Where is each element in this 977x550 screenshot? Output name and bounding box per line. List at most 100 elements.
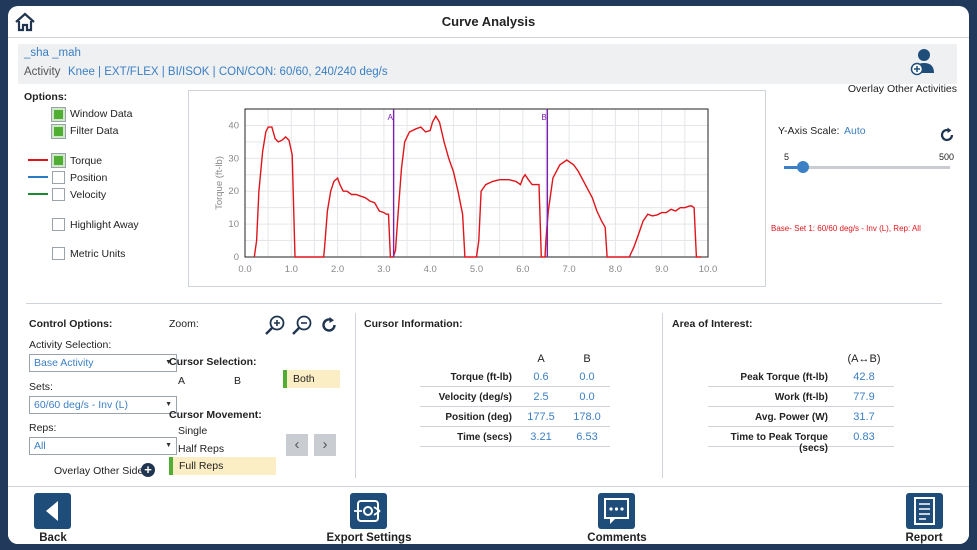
zoom-reset-button[interactable] <box>319 315 339 335</box>
y-scale-slider-fill <box>784 166 804 169</box>
chart-panel[interactable]: 0.0 1.0 2.0 3.0 4.0 5.0 6.0 7.0 8.0 9.0 10.0 0 10 20 3… <box>188 90 766 287</box>
sets-select[interactable]: 60/60 deg/s - Inv (L) <box>29 396 177 414</box>
activity-info-bar: _sha _mah Activity Knee | EXT/FLEX | BI/… <box>18 44 957 84</box>
base-note: Base- Set 1: 60/60 deg/s - Inv (L), Rep:… <box>771 224 921 233</box>
zoom-in-icon <box>265 315 285 335</box>
bottom-toolbar: Back Export Settings Comments Report <box>8 486 969 544</box>
y-scale-max: 500 <box>939 152 955 162</box>
home-button[interactable] <box>14 11 36 33</box>
window-data-label: Window Data <box>70 108 133 120</box>
cursor-value-a: 177.5 <box>518 408 564 427</box>
sets-label: Sets: <box>29 381 53 393</box>
movement-half-option[interactable]: Half Reps <box>178 443 225 455</box>
add-overlay-side-button[interactable]: + <box>141 463 155 477</box>
back-button[interactable] <box>34 493 71 529</box>
cursor-value-b: 6.53 <box>564 428 610 447</box>
control-options-title: Control Options: <box>29 318 113 330</box>
metric-units-label: Metric Units <box>70 248 126 260</box>
page-title: Curve Analysis <box>441 14 536 29</box>
y-axis-label: Torque (ft-lb) <box>214 156 225 210</box>
highlight-away-checkbox[interactable] <box>52 218 65 231</box>
cursor-row-label: Position (deg) <box>420 408 518 427</box>
app-window: Curve Analysis _sha _mah Activity Knee |… <box>8 6 969 544</box>
torque-legend-line <box>28 159 48 161</box>
report-label: Report <box>905 532 943 544</box>
cursor-selection-title: Cursor Selection: <box>169 356 257 368</box>
y-scale-slider-track[interactable] <box>784 166 950 169</box>
activity-selection-select[interactable]: Base Activity <box>29 354 177 372</box>
cursor-both-option[interactable]: Both <box>283 370 340 388</box>
y-tick-label: 20 <box>228 186 239 197</box>
aoi-value: 77.9 <box>834 388 894 407</box>
aoi-row-label: Time to Peak Torque (secs) <box>708 428 834 454</box>
x-tick-label: 2.0 <box>331 264 344 275</box>
activity-selection-label: Activity Selection: <box>29 339 112 351</box>
cursor-movement-title: Cursor Movement: <box>169 409 262 421</box>
cursor-row-label: Torque (ft-lb) <box>420 368 518 387</box>
aoi-value: 31.7 <box>834 408 894 427</box>
cursor-label-b: B <box>541 113 546 122</box>
y-tick-label: 0 <box>234 252 239 263</box>
comments-button[interactable] <box>598 493 635 529</box>
x-tick-label: 10.0 <box>699 264 718 275</box>
y-scale-min: 5 <box>784 152 790 162</box>
y-tick-label: 40 <box>228 120 239 131</box>
aoi-row-label: Avg. Power (W) <box>708 408 834 427</box>
y-tick-label: 30 <box>228 153 239 164</box>
divider <box>662 313 663 478</box>
zoom-in-button[interactable] <box>264 314 286 336</box>
aoi-title: Area of Interest: <box>672 318 753 330</box>
metric-units-checkbox[interactable] <box>52 247 65 260</box>
position-checkbox[interactable] <box>52 171 65 184</box>
aoi-value: 42.8 <box>834 368 894 387</box>
chevron-left-icon: ‹ <box>294 436 300 453</box>
y-axis-scale-label: Y-Axis Scale: <box>778 125 840 137</box>
cursor-value-b: 0.0 <box>564 368 610 387</box>
title-bar: Curve Analysis <box>8 6 969 38</box>
torque-chart[interactable]: 0.0 1.0 2.0 3.0 4.0 5.0 6.0 7.0 8.0 9.0 10.0 0 10 20 3… <box>189 91 765 286</box>
velocity-label: Velocity <box>70 189 107 201</box>
x-tick-label: 8.0 <box>609 264 622 275</box>
velocity-checkbox[interactable] <box>52 188 65 201</box>
zoom-out-icon <box>292 315 312 335</box>
window-data-checkbox[interactable] <box>51 107 66 122</box>
cursor-prev-button[interactable]: ‹ <box>286 434 308 456</box>
reps-select[interactable]: All <box>29 437 177 455</box>
aoi-value: 0.83 <box>834 428 894 447</box>
export-settings-button[interactable] <box>350 493 387 529</box>
x-tick-label: 0.0 <box>238 264 251 275</box>
cursor-value-a: 0.6 <box>518 368 564 387</box>
export-icon <box>354 500 381 522</box>
overlay-activities-button[interactable] <box>910 48 936 76</box>
zoom-label: Zoom: <box>169 318 199 330</box>
position-label: Position <box>70 172 108 184</box>
x-tick-label: 3.0 <box>377 264 390 275</box>
cursor-a-option[interactable]: A <box>178 375 186 387</box>
torque-checkbox[interactable] <box>51 153 66 168</box>
home-icon <box>15 12 35 32</box>
patient-name: _sha _mah <box>24 47 81 59</box>
refresh-icon <box>322 317 336 332</box>
filter-data-checkbox[interactable] <box>51 124 66 139</box>
report-button[interactable] <box>906 493 943 529</box>
movement-single-option[interactable]: Single <box>178 425 208 437</box>
comments-label: Comments <box>587 532 647 544</box>
x-tick-label: 6.0 <box>516 264 529 275</box>
y-axis-scale-value[interactable]: Auto <box>844 125 866 137</box>
movement-full-option[interactable]: Full Reps <box>169 457 276 475</box>
zoom-out-button[interactable] <box>291 314 313 336</box>
y-scale-slider-thumb[interactable] <box>797 161 809 173</box>
reset-scale-button[interactable] <box>938 126 956 144</box>
chevron-right-icon: › <box>322 436 328 453</box>
cursor-next-button[interactable]: › <box>314 434 336 456</box>
plus-icon: + <box>144 462 152 477</box>
cursor-b-option[interactable]: B <box>234 375 242 387</box>
x-tick-label: 7.0 <box>562 264 575 275</box>
x-tick-label: 1.0 <box>285 264 298 275</box>
reps-label: Reps: <box>29 422 57 434</box>
cursor-value-a: 3.21 <box>518 428 564 447</box>
cursor-col-b: B <box>583 353 591 365</box>
overlay-side-label: Overlay Other Side <box>54 465 144 477</box>
divider <box>355 313 356 478</box>
refresh-icon <box>940 127 954 142</box>
